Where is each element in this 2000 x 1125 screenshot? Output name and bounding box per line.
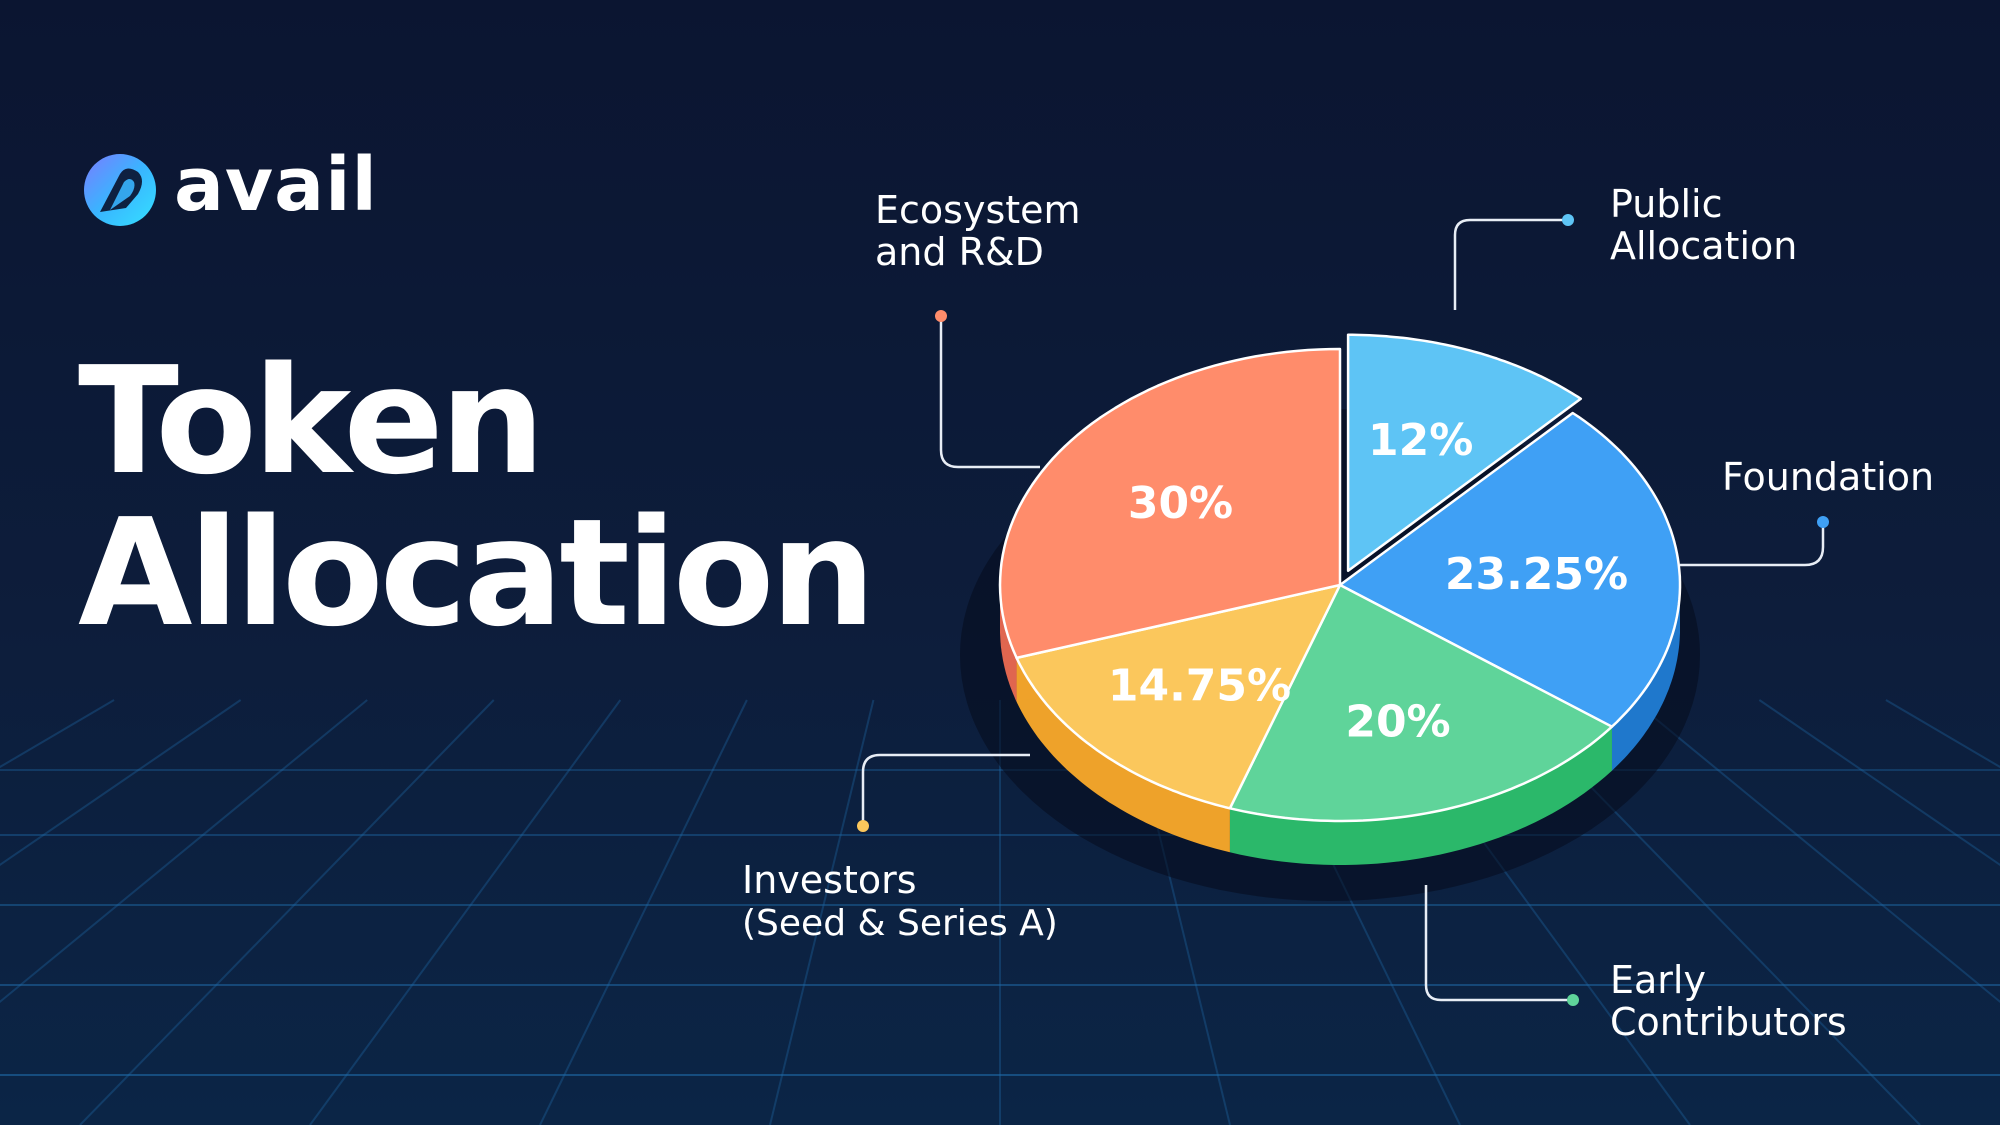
slice-label: Allocation (1610, 224, 1797, 268)
leader-dot (1817, 516, 1829, 528)
pie-value-label: 12% (1368, 415, 1473, 466)
grid-line-v (79, 699, 495, 1125)
grid-line-v (309, 699, 622, 1125)
title-line-2: Allocation (78, 487, 876, 659)
slice-label: Contributors (1610, 1000, 1847, 1044)
slice-label: Early (1610, 958, 1706, 1002)
pie-slice-5 (998, 347, 1342, 660)
pie-slice-side (1611, 585, 1680, 771)
leader-dot (1567, 994, 1579, 1006)
grid-line-v (1632, 699, 2000, 1004)
slice-label: Ecosystem (875, 188, 1081, 232)
slice-label: (Seed & Series A) (742, 903, 1058, 944)
leader-dot (1562, 214, 1574, 226)
pie-value-label: 23.25% (1445, 549, 1628, 600)
leader-line (861, 753, 1030, 826)
grid-line-v (1758, 699, 2000, 866)
slice-label: Investors (742, 858, 917, 902)
pie-slice-side (1000, 585, 1017, 702)
leader-line (1453, 218, 1568, 310)
slice-label: Foundation (1722, 455, 1934, 499)
pie-value-label: 14.75% (1108, 660, 1291, 711)
pie-value-label: 20% (1345, 696, 1450, 747)
leader-dot (857, 820, 869, 832)
grid-line-v (0, 699, 368, 1004)
avail-logo-icon (84, 154, 156, 226)
grid-line-v (769, 699, 875, 1125)
title-line-1: Token (78, 335, 545, 507)
pie-slice-side (1016, 657, 1230, 853)
brand: avail (80, 142, 378, 230)
slice-label: and R&D (875, 230, 1044, 274)
grid-line-v (539, 699, 748, 1125)
leader-line (1680, 522, 1825, 567)
page-title: Token Allocation (78, 335, 876, 659)
leader-dot (935, 310, 947, 322)
leader-line (1424, 885, 1573, 1002)
pie-slice-1 (1346, 333, 1583, 573)
pie-slice-side (1229, 726, 1612, 865)
pie-slice-3 (1228, 583, 1614, 823)
slice-label: Public (1610, 182, 1722, 226)
leader-line (939, 316, 1040, 469)
pie-slice-2 (1338, 411, 1682, 728)
pie-value-label: 30% (1128, 478, 1233, 529)
grid-line-v (0, 699, 242, 866)
brand-name: avail (174, 142, 378, 228)
